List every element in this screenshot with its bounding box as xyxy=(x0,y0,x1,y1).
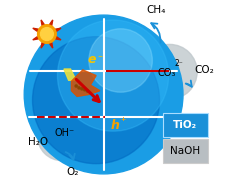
Circle shape xyxy=(24,15,183,174)
Text: O₂: O₂ xyxy=(66,167,79,177)
Polygon shape xyxy=(55,36,61,40)
Circle shape xyxy=(86,90,89,92)
Text: CH₄: CH₄ xyxy=(147,5,166,15)
Text: CO₃: CO₃ xyxy=(158,68,176,78)
FancyBboxPatch shape xyxy=(163,113,208,137)
Circle shape xyxy=(40,28,53,40)
Polygon shape xyxy=(49,20,53,26)
Polygon shape xyxy=(33,28,38,32)
FancyBboxPatch shape xyxy=(163,139,208,163)
Circle shape xyxy=(81,88,83,90)
Text: TiO₂: TiO₂ xyxy=(173,120,197,130)
Polygon shape xyxy=(72,70,100,96)
Circle shape xyxy=(33,37,159,164)
Circle shape xyxy=(37,25,56,43)
Text: CO₂: CO₂ xyxy=(195,65,215,75)
Polygon shape xyxy=(55,28,61,32)
Text: h: h xyxy=(110,119,119,132)
Circle shape xyxy=(37,112,86,161)
Polygon shape xyxy=(33,36,38,40)
Text: 2⁻: 2⁻ xyxy=(174,59,183,68)
Circle shape xyxy=(75,85,77,87)
Circle shape xyxy=(142,44,197,99)
Polygon shape xyxy=(64,69,76,80)
Text: ⁺: ⁺ xyxy=(120,117,125,127)
Text: NaOH: NaOH xyxy=(170,146,200,156)
Text: e: e xyxy=(88,53,97,66)
Text: OH⁻: OH⁻ xyxy=(55,128,75,138)
Circle shape xyxy=(58,20,169,131)
Polygon shape xyxy=(72,70,100,96)
Polygon shape xyxy=(49,42,53,48)
Polygon shape xyxy=(41,42,44,48)
Circle shape xyxy=(89,29,152,92)
Text: ⁻: ⁻ xyxy=(97,54,102,64)
Circle shape xyxy=(78,87,80,89)
Circle shape xyxy=(84,89,86,91)
Polygon shape xyxy=(41,20,44,26)
Text: H₂O: H₂O xyxy=(28,137,49,147)
